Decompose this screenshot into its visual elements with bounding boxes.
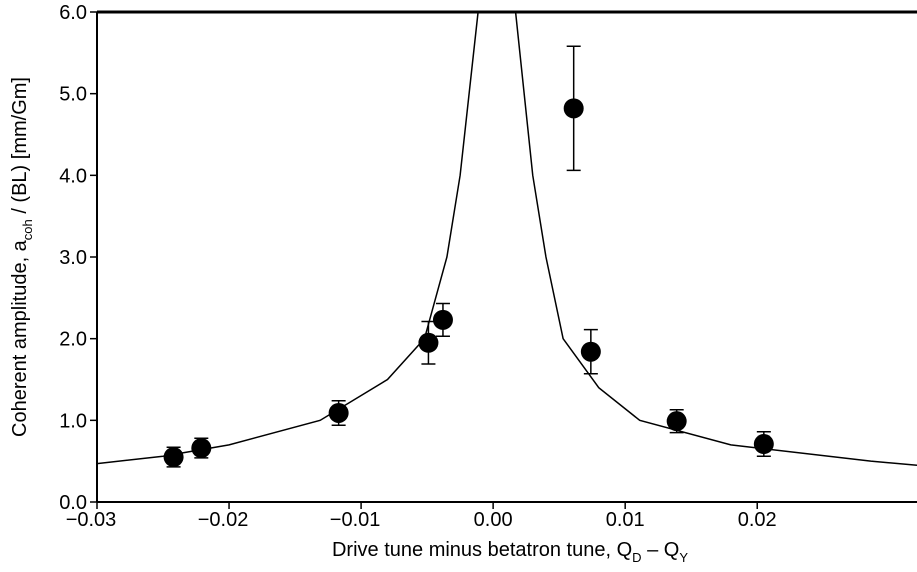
- y-tick-label: 3.0: [59, 247, 87, 269]
- y-tick-label: 5.0: [59, 84, 87, 106]
- y-label-sub: coh: [20, 219, 35, 240]
- y-label-part: Coherent amplitude, a: [9, 239, 31, 437]
- x-label-sub: D: [632, 550, 641, 565]
- x-label-sub: Y: [679, 550, 688, 565]
- y-tick-label: 6.0: [59, 2, 87, 24]
- point: [328, 402, 349, 423]
- x-axis-label: Drive tune minus betatron tune, QD – QY: [332, 539, 688, 565]
- point: [580, 341, 601, 362]
- point: [666, 411, 687, 432]
- y-tick-label: 4.0: [59, 165, 87, 187]
- x-tick-label: 0.02: [738, 509, 777, 531]
- x-label-part: – Q: [642, 539, 680, 561]
- point: [191, 438, 212, 459]
- y-tick-label: 0.0: [59, 492, 87, 514]
- x-tick-label: 0.00: [474, 509, 513, 531]
- x-tick-label: −0.01: [330, 509, 381, 531]
- y-axis-label: Coherent amplitude, acoh / (BL) [mm/Gm]: [9, 77, 35, 437]
- point: [163, 447, 184, 468]
- x-tick-label: 0.01: [606, 509, 645, 531]
- y-label-part: / (BL) [mm/Gm]: [9, 77, 31, 219]
- point: [753, 434, 774, 455]
- y-tick-label: 2.0: [59, 329, 87, 351]
- point: [418, 332, 439, 353]
- x-tick-label: −0.02: [198, 509, 249, 531]
- fit-curve: [97, 12, 917, 466]
- x-label-part: Drive tune minus betatron tune, Q: [332, 539, 632, 561]
- point: [432, 309, 453, 330]
- point: [563, 98, 584, 119]
- x-tick-label: −0.03: [66, 509, 117, 531]
- y-tick-label: 1.0: [59, 410, 87, 432]
